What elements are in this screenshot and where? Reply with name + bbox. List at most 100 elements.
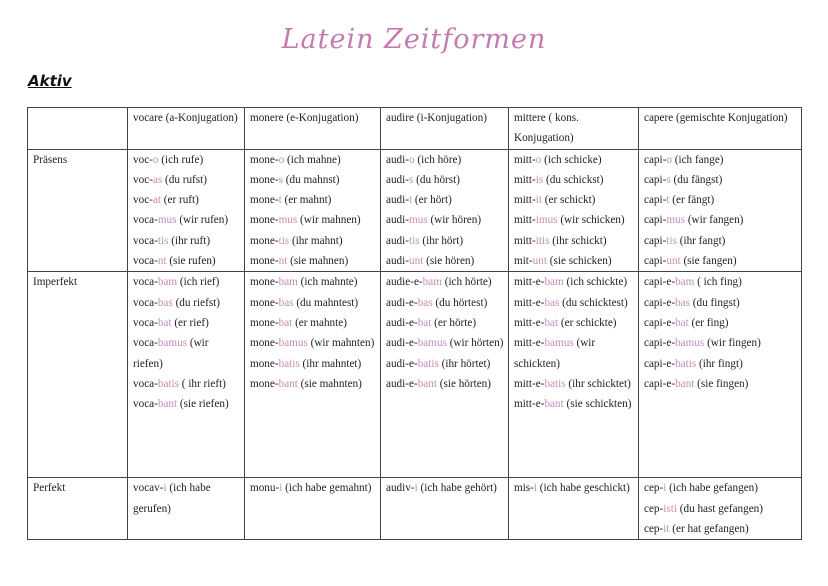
verb-ending: o	[409, 153, 415, 166]
verb-stem: mitt-	[514, 194, 536, 207]
verb-form: vocav-i (ich habe gerufen)	[133, 478, 240, 519]
conjugation-table: vocare (a-Konjugation) monere (e-Konjuga…	[27, 107, 802, 541]
verb-translation: (ich mahnte)	[297, 276, 358, 289]
verb-ending: at	[152, 194, 161, 207]
verb-stem: mitt-	[514, 234, 536, 247]
verb-stem: audi-e-	[386, 337, 418, 350]
verb-form: mitt-e-bam (ich schickte)	[514, 272, 634, 292]
verb-translation: (du hörtest)	[432, 296, 488, 309]
verb-ending: bant	[278, 377, 298, 390]
verb-ending: bant	[417, 377, 437, 390]
verb-translation: (wir hörten)	[446, 337, 504, 350]
verb-stem: capi-	[644, 173, 667, 186]
verb-translation: (sie mahnten)	[297, 377, 362, 390]
verb-ending: mus	[278, 214, 298, 227]
verb-stem: capi-	[644, 153, 667, 166]
verb-ending: i	[163, 482, 167, 495]
conjugation-cell: voca-bam (ich rief) voca-bas (du riefst) v…	[127, 271, 245, 479]
verb-translation: (er schickt)	[541, 194, 596, 207]
verb-stem: capi-e-	[644, 337, 676, 350]
header-cell: vocare (a-Konjugation)	[127, 107, 245, 150]
header-cell: capere (gemischte Konjugation)	[638, 107, 802, 150]
verb-form: mone-batis (ihr mahntet)	[250, 354, 376, 374]
verb-translation: (ihr schicktet)	[565, 377, 631, 390]
verb-form: capi-s (du fängst)	[644, 170, 797, 190]
verb-stem: vocav-	[133, 482, 164, 495]
verb-translation: (wir riefen)	[133, 337, 209, 370]
verb-translation: (ich habe geschickt)	[537, 482, 630, 495]
verb-form: voca-nt (sie rufen)	[133, 251, 240, 271]
verb-ending: as	[152, 173, 163, 186]
verb-form: mis-i (ich habe geschickt)	[514, 478, 634, 498]
verb-form: mit-unt (sie schicken)	[514, 251, 634, 271]
verb-form: mitt-itis (ihr schickt)	[514, 231, 634, 251]
verb-form: audi-t (er hört)	[386, 190, 504, 210]
verb-form: mitt-e-bas (du schicktest)	[514, 293, 634, 313]
verb-stem: mitt-e-	[514, 296, 545, 309]
verb-form: voca-bam (ich rief)	[133, 272, 240, 292]
verb-form: voca-bant (sie riefen)	[133, 394, 240, 414]
verb-form: mitt-e-bat (er schickte)	[514, 313, 634, 333]
conjugation-cell: monu-i (ich habe gemahnt)	[244, 477, 381, 541]
verb-translation: (er rief)	[171, 316, 209, 329]
verb-translation: (er hört)	[412, 194, 452, 207]
verb-ending: unt	[532, 255, 547, 268]
verb-stem: voca-	[133, 276, 158, 289]
verb-form: capi-e-batis (ihr fingt)	[644, 354, 797, 374]
verb-form: capi-e-bamus (wir fingen)	[644, 333, 797, 353]
verb-stem: mitt-	[514, 153, 536, 166]
verb-ending: bas	[417, 296, 433, 309]
verb-translation: (ihr fangt)	[676, 234, 726, 247]
verb-stem: mitt-e-	[514, 316, 545, 329]
section-heading: Aktiv	[28, 72, 72, 90]
verb-ending: bat	[544, 316, 559, 329]
verb-ending: it	[535, 194, 542, 207]
verb-ending: i	[279, 482, 283, 495]
verb-ending: i	[533, 482, 537, 495]
verb-translation: (du fängst)	[670, 173, 723, 186]
verb-stem: voca-	[133, 214, 158, 227]
header-cell: monere (e-Konjugation)	[244, 107, 381, 150]
verb-translation: (du mahnst)	[282, 173, 340, 186]
verb-ending: it	[663, 522, 670, 535]
verb-ending: bant	[675, 377, 695, 390]
verb-form: cep-it (er hat gefangen)	[644, 519, 797, 539]
conjugation-cell: cep-i (ich habe gefangen) cep-isti (du ha…	[638, 477, 802, 541]
verb-translation: (er ruft)	[160, 194, 199, 207]
verb-form: capi-t (er fängt)	[644, 190, 797, 210]
verb-form: capi-tis (ihr fangt)	[644, 231, 797, 251]
verb-form: cep-isti (du hast gefangen)	[644, 499, 797, 519]
verb-translation: (ich mahne)	[284, 153, 341, 166]
verb-translation: (sie hörten)	[436, 377, 492, 390]
verb-stem: audi-e-	[386, 296, 418, 309]
verb-stem: audi-	[386, 194, 409, 207]
verb-ending: bam	[278, 276, 298, 289]
verb-ending: bas	[157, 296, 173, 309]
verb-translation: (sie fingen)	[694, 377, 749, 390]
verb-stem: capi-e-	[644, 357, 676, 370]
verb-form: mitt-e-bamus (wir schickten)	[514, 333, 634, 374]
verb-ending: o	[278, 153, 285, 166]
verb-stem: audi-e-	[386, 377, 418, 390]
verb-ending: imus	[535, 214, 558, 227]
verb-ending: bamus	[544, 337, 574, 350]
verb-ending: mus	[409, 214, 428, 227]
verb-translation: (ihr hört)	[419, 234, 464, 247]
verb-stem: capi-	[644, 194, 667, 207]
verb-ending: o	[666, 153, 672, 166]
verb-stem: mit-	[514, 255, 533, 268]
verb-form: mone-bant (sie mahnten)	[250, 374, 376, 394]
verb-stem: capi-	[644, 234, 667, 247]
verb-translation: (ich habe gerufen)	[133, 482, 211, 515]
verb-form: mitt-it (er schickt)	[514, 190, 634, 210]
verb-ending: mus	[666, 214, 686, 227]
verb-translation: (du riefst)	[172, 296, 221, 309]
verb-stem: audiv-	[386, 482, 415, 495]
verb-stem: voca-	[133, 255, 158, 268]
verb-translation: (wir fangen)	[685, 214, 744, 227]
verb-stem: mone-	[250, 194, 279, 207]
table-row: Perfekt vocav-i (ich habe gerufen) monu-i …	[27, 477, 802, 541]
verb-stem: voca-	[133, 316, 158, 329]
verb-translation: (sie schickten)	[563, 398, 632, 411]
tense-label: Imperfekt	[27, 271, 128, 479]
